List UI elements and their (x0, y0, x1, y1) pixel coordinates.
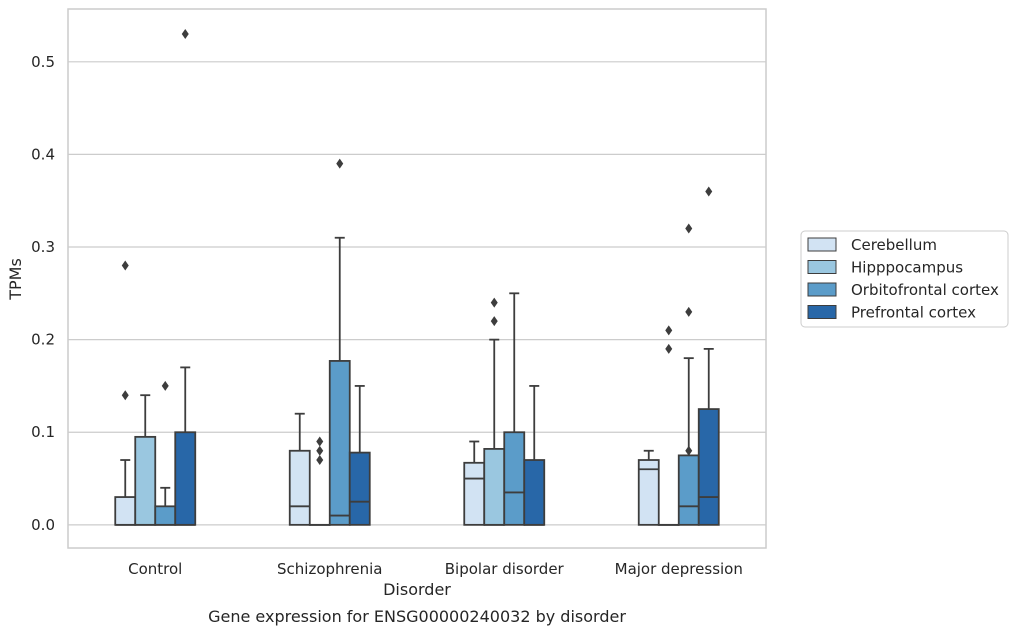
box-body (134, 435, 157, 526)
x-tick-label: Schizophrenia (277, 560, 382, 578)
box-body (348, 451, 371, 526)
box-body (174, 431, 197, 526)
legend-label: Orbitofrontal cortex (851, 281, 999, 299)
box-body (154, 505, 177, 526)
y-tick-label: 0.0 (31, 516, 55, 534)
y-axis-title: TPMs (6, 258, 25, 301)
outlier-point (490, 316, 498, 327)
legend-swatch (807, 305, 837, 319)
outlier-point (161, 380, 169, 391)
outlier-point (665, 325, 673, 336)
box-body (523, 459, 546, 526)
box-cerebellum (114, 260, 137, 526)
outlier-point (665, 343, 673, 354)
box-hipppocampus (483, 297, 506, 526)
y-tick-label: 0.5 (31, 53, 55, 71)
box-orbitofrontal-cortex (677, 223, 700, 526)
box-prefrontal-cortex (523, 385, 546, 526)
legend-label: Hipppocampus (851, 259, 963, 277)
x-axis-ticks: Control Schizophrenia Bipolar disorder Majo… (128, 560, 743, 578)
box-hipppocampus (657, 325, 680, 526)
box-prefrontal-cortex (348, 385, 371, 526)
y-axis-ticks: 0.0 0.1 0.2 0.3 0.4 0.5 (31, 53, 55, 534)
legend-swatch (807, 237, 837, 252)
legend-label: Cerebellum (851, 236, 937, 254)
y-tick-label: 0.1 (31, 423, 55, 441)
box-body (114, 496, 137, 526)
box-cerebellum (637, 449, 660, 526)
box-hipppocampus (308, 436, 331, 526)
outlier-point (316, 455, 324, 466)
y-tick-label: 0.3 (31, 238, 55, 256)
box-hipppocampus (134, 394, 157, 526)
legend-swatch (807, 282, 837, 297)
box-prefrontal-cortex (697, 186, 720, 526)
legend-label: Prefrontal cortex (851, 304, 976, 322)
legend: Cerebellum Hipppocampus Orbitofrontal cort… (800, 230, 1009, 328)
box-body (697, 408, 720, 526)
outlier-point (181, 29, 189, 40)
box-body (288, 449, 311, 526)
box-prefrontal-cortex (174, 29, 197, 526)
chart-caption: Gene expression for ENSG00000240032 by d… (208, 607, 626, 626)
box-orbitofrontal-cortex (328, 158, 351, 526)
plot-frame (67, 8, 767, 549)
outlier-point (685, 445, 693, 456)
y-tick-label: 0.4 (31, 145, 55, 163)
outlier-point (316, 445, 324, 456)
outlier-point (490, 297, 498, 308)
gridlines (68, 61, 766, 526)
box-body (328, 360, 351, 526)
box-body (503, 431, 526, 526)
box-body (463, 461, 486, 526)
outlier-point (316, 436, 324, 447)
legend-frame (800, 230, 1009, 328)
outlier-point (685, 306, 693, 317)
x-tick-label: Control (128, 560, 182, 578)
box-orbitofrontal-cortex (154, 380, 177, 526)
box-body (483, 448, 506, 526)
legend-swatch (807, 260, 837, 274)
outlier-point (685, 223, 693, 234)
box-cerebellum (288, 412, 311, 526)
boxes (114, 29, 720, 526)
y-tick-label: 0.2 (31, 331, 55, 349)
x-axis-title: Disorder (383, 580, 451, 599)
x-tick-label: Bipolar disorder (445, 560, 565, 578)
outlier-point (336, 158, 344, 169)
box-body (637, 459, 660, 526)
box-body (677, 454, 700, 526)
outlier-point (121, 260, 129, 271)
outlier-point (121, 390, 129, 401)
box-orbitofrontal-cortex (503, 292, 526, 526)
box-cerebellum (463, 440, 486, 526)
outlier-point (705, 186, 713, 197)
x-tick-label: Major depression (615, 560, 743, 578)
